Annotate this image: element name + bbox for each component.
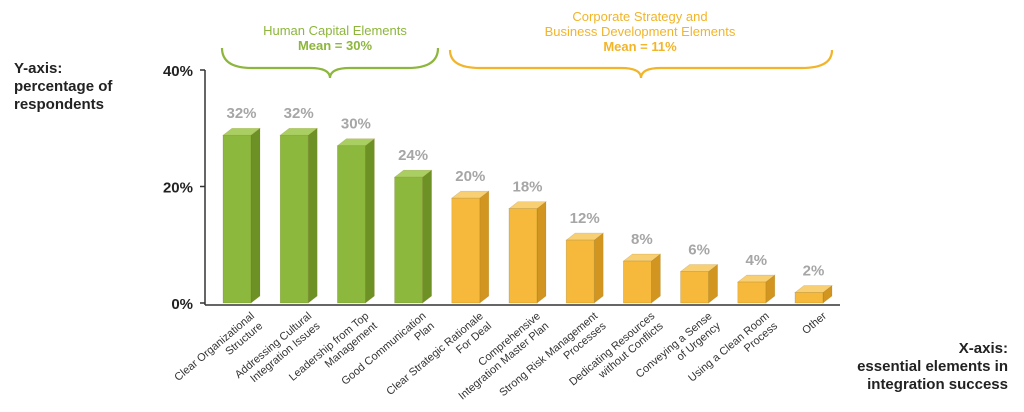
y-axis-title-line-1: Y-axis: (14, 60, 63, 77)
x-tick-label: Other (800, 310, 829, 337)
y-axis-title: Y-axis: percentage of respondents (14, 60, 174, 114)
group-name-line-2: Business Development Elements (544, 24, 736, 39)
bar-side (651, 253, 661, 304)
group-mean: Mean = 11% (603, 39, 677, 54)
y-tick-label: 20% (163, 180, 193, 197)
bar-side (250, 127, 261, 304)
x-axis-title-line-2: essential elements in (857, 358, 1008, 375)
bar (622, 253, 662, 304)
brace-human-capital (220, 47, 440, 79)
bar-front (623, 260, 652, 304)
data-label: 24% (398, 147, 428, 164)
bar (279, 127, 319, 304)
bar-front (451, 197, 481, 304)
bar-front (508, 208, 538, 304)
y-tick-label: 40% (163, 63, 193, 80)
x-axis-title-line-1: X-axis: (958, 340, 1008, 357)
group-name: Human Capital Elements (263, 23, 407, 38)
bar (736, 274, 776, 304)
bar-front (565, 239, 595, 304)
group-mean: Mean = 30% (297, 38, 373, 53)
bar (336, 138, 376, 304)
data-label: 4% (745, 252, 767, 269)
bar-front (279, 134, 309, 304)
bar (450, 190, 490, 304)
bar-front (394, 176, 423, 304)
bar (565, 232, 605, 304)
y-tick-label: 0% (171, 296, 193, 313)
y-axis-title-line-3: respondents (14, 96, 105, 113)
x-tick-label: Clear OrganizationalStructure (172, 310, 265, 394)
group-label-human-capital: Human Capital Elements Mean = 30% (230, 23, 440, 53)
bar-front (337, 145, 366, 304)
bar (508, 201, 547, 304)
bar-side (536, 201, 547, 304)
brace-corporate-strategy (448, 49, 834, 79)
x-tick-label-line: Other (800, 310, 829, 337)
bar-side (365, 138, 375, 304)
group-label-corporate-strategy: Corporate Strategy and Business Developm… (505, 9, 775, 54)
bar-front (737, 281, 767, 304)
data-label: 20% (455, 168, 485, 185)
x-axis-title: X-axis: essential elements in integratio… (788, 340, 1008, 394)
group-name: Corporate Strategy and (572, 9, 708, 24)
bar-front (794, 292, 824, 304)
y-axis-title-line-2: percentage of (14, 78, 113, 95)
bar-front (222, 134, 252, 304)
data-label: 18% (512, 179, 542, 196)
data-label: 6% (688, 242, 710, 259)
data-label: 12% (570, 210, 600, 227)
bar-side (479, 190, 490, 304)
bar-side (422, 169, 432, 304)
x-axis-title-line-3: integration success (867, 376, 1008, 393)
data-label: 2% (803, 263, 825, 280)
data-label: 32% (226, 105, 256, 122)
bar-side (307, 127, 318, 304)
data-label: 30% (341, 116, 371, 133)
bar (222, 127, 261, 304)
bar-front (680, 271, 709, 304)
bar-side (593, 232, 604, 304)
data-label: 32% (284, 105, 314, 122)
data-label: 8% (631, 231, 653, 248)
bar (794, 284, 833, 304)
bar (393, 169, 433, 304)
bar (679, 263, 719, 304)
